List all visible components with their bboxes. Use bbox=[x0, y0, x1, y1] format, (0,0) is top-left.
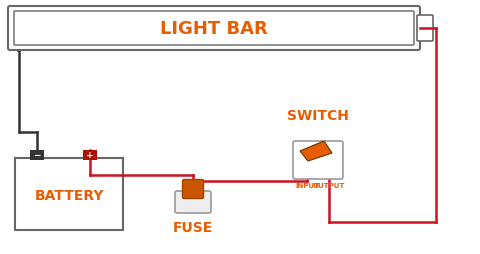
Text: +: + bbox=[86, 151, 94, 160]
Bar bbox=[30, 150, 44, 160]
FancyBboxPatch shape bbox=[14, 11, 414, 45]
Text: LIGHT BAR: LIGHT BAR bbox=[160, 20, 268, 38]
Text: OUTPUT: OUTPUT bbox=[313, 183, 345, 189]
FancyBboxPatch shape bbox=[417, 15, 433, 41]
Bar bbox=[15, 158, 123, 230]
Text: INPUT: INPUT bbox=[295, 183, 319, 189]
Text: SWITCH: SWITCH bbox=[287, 109, 349, 123]
FancyBboxPatch shape bbox=[182, 180, 204, 198]
Text: BATTERY: BATTERY bbox=[34, 189, 104, 203]
Text: −: − bbox=[33, 151, 41, 160]
FancyBboxPatch shape bbox=[8, 6, 420, 50]
Text: FUSE: FUSE bbox=[173, 221, 213, 235]
FancyBboxPatch shape bbox=[293, 141, 343, 179]
Polygon shape bbox=[300, 141, 332, 161]
Bar bbox=[83, 150, 97, 160]
FancyBboxPatch shape bbox=[175, 191, 211, 213]
